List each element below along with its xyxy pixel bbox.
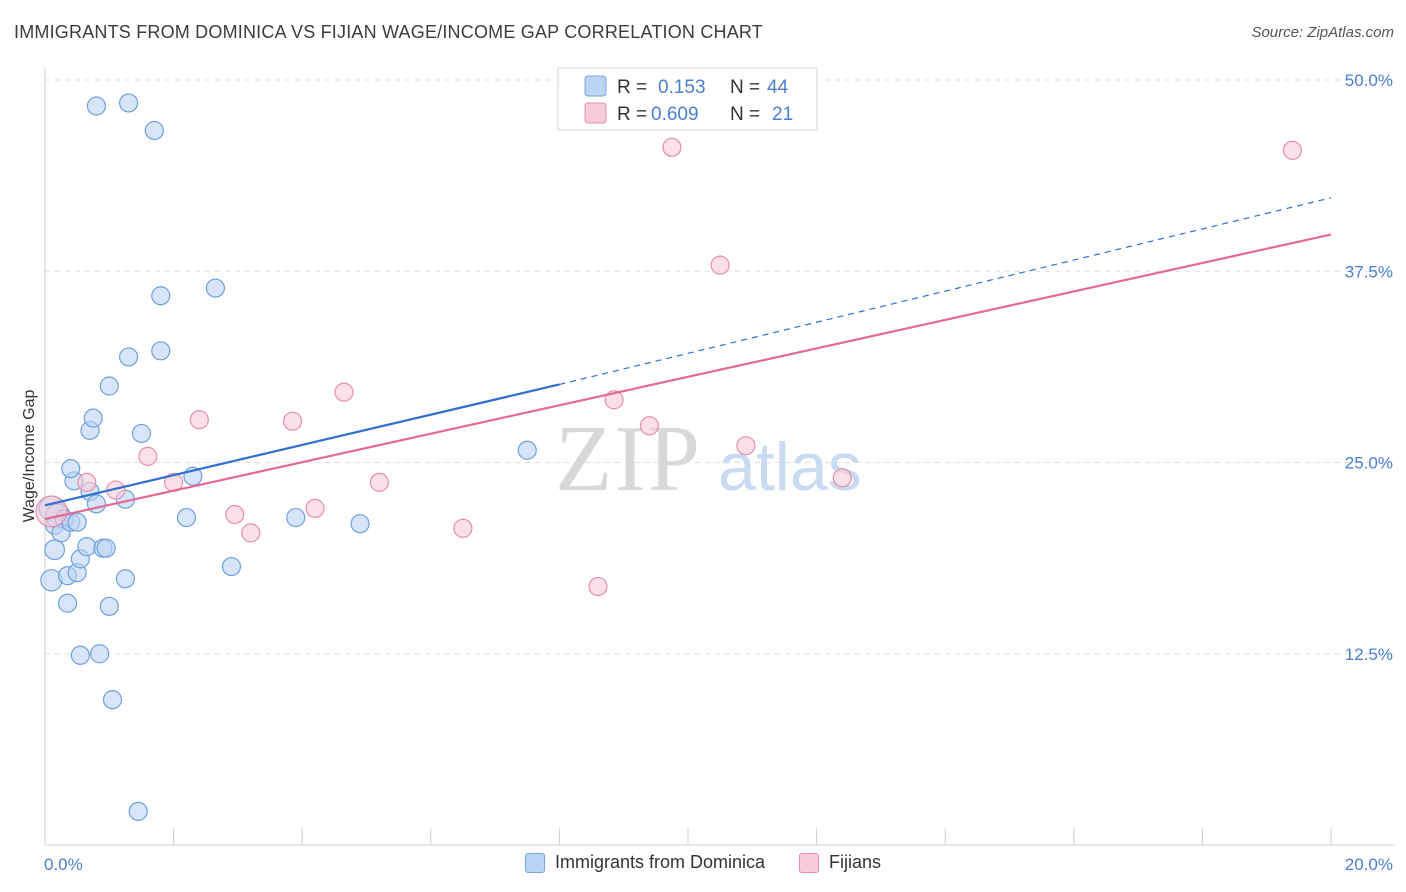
point-dominica-27[interactable] — [57, 593, 78, 613]
legend-label-fijians: Fijians — [829, 852, 882, 872]
legend-r-value-1: 0.153 — [658, 77, 706, 98]
legend-stats: R = 0.153 N = 44 R = 0.609 N = 21 — [557, 67, 818, 131]
chart-title: IMMIGRANTS FROM DOMINICA VS FIJIAN WAGE/… — [14, 22, 763, 42]
legend-series: Immigrants from Dominica Fijians — [0, 852, 1406, 873]
point-dominica-21[interactable] — [131, 423, 152, 444]
point-dominica-22[interactable] — [99, 376, 119, 396]
legend-swatch-fijians — [584, 102, 607, 124]
legend-label-dominica: Immigrants from Dominica — [554, 852, 766, 872]
point-dominica-30[interactable] — [90, 644, 110, 664]
legend-item-dominica[interactable]: Immigrants from Dominica — [524, 852, 766, 873]
point-fijians-12[interactable] — [453, 518, 473, 538]
legend-n-label-2: N = — [730, 104, 760, 125]
point-fijians-18[interactable] — [736, 436, 756, 456]
point-fijians-6[interactable] — [225, 504, 245, 525]
trend-line-dominica-extension — [559, 197, 1332, 386]
point-dominica-29[interactable] — [70, 645, 90, 665]
source-label: Source: ZipAtlas.com — [1251, 24, 1394, 41]
legend-swatch-blue — [524, 852, 545, 873]
point-fijians-5[interactable] — [189, 410, 209, 430]
trend-line-fijians — [44, 233, 1332, 521]
point-dominica-23[interactable] — [118, 347, 139, 367]
y-tick-label-0: 12.5% — [1345, 645, 1393, 664]
point-dominica-6[interactable] — [44, 539, 66, 561]
legend-r-value-2: 0.609 — [651, 104, 699, 125]
y-tick-label-3: 50.0% — [1345, 71, 1393, 90]
legend-item-fijians[interactable]: Fijians — [799, 852, 881, 873]
point-dominica-13[interactable] — [96, 538, 116, 558]
point-fijians-8[interactable] — [282, 411, 303, 431]
point-fijians-1[interactable] — [77, 472, 97, 492]
point-dominica-25[interactable] — [151, 286, 171, 306]
trend-line-dominica — [44, 383, 560, 507]
legend-r-label-1: R = — [617, 77, 647, 98]
point-fijians-11[interactable] — [369, 472, 389, 492]
legend-r-label-2: R = — [617, 104, 647, 125]
point-dominica-37[interactable] — [176, 507, 197, 528]
point-fijians-13[interactable] — [588, 576, 608, 597]
point-dominica-36[interactable] — [115, 569, 135, 589]
point-fijians-19[interactable] — [832, 468, 852, 488]
trend-lines — [44, 197, 1332, 521]
legend-swatch-dominica — [584, 75, 607, 97]
point-dominica-20[interactable] — [83, 408, 103, 428]
point-dominica-11[interactable] — [77, 537, 97, 557]
point-fijians-16[interactable] — [662, 137, 682, 157]
legend-n-value-2: 21 — [772, 104, 793, 125]
point-fijians-0[interactable] — [35, 495, 68, 528]
y-tick-label-1: 25.0% — [1345, 454, 1393, 473]
x-tick-labels: 0.0% 20.0% — [44, 855, 1393, 874]
point-dominica-33[interactable] — [86, 96, 107, 116]
point-dominica-34[interactable] — [118, 93, 139, 113]
y-tick-labels: 12.5% 25.0% 37.5% 50.0% — [1345, 71, 1393, 664]
point-dominica-16[interactable] — [61, 459, 81, 479]
point-dominica-28[interactable] — [99, 596, 119, 616]
point-fijians-9[interactable] — [305, 498, 325, 518]
point-dominica-26[interactable] — [205, 278, 225, 298]
point-dominica-41[interactable] — [350, 514, 370, 534]
point-dominica-42[interactable] — [517, 440, 537, 460]
point-fijians-20[interactable] — [1282, 140, 1303, 160]
point-fijians-7[interactable] — [241, 523, 261, 543]
point-dominica-39[interactable] — [221, 556, 242, 577]
gridlines — [45, 79, 1395, 655]
point-dominica-31[interactable] — [102, 690, 123, 710]
y-tick-label-2: 37.5% — [1345, 262, 1393, 281]
point-fijians-15[interactable] — [639, 416, 660, 436]
axes — [44, 68, 1395, 846]
legend-n-value-1: 44 — [767, 77, 789, 98]
point-fijians-3[interactable] — [138, 446, 158, 466]
x-tick-label-min: 0.0% — [44, 855, 83, 874]
y-axis-label: Wage/Income Gap — [21, 390, 38, 523]
point-fijians-10[interactable] — [334, 382, 354, 402]
legend-n-label-1: N = — [730, 77, 760, 98]
point-dominica-35[interactable] — [144, 120, 164, 141]
point-dominica-32[interactable] — [128, 801, 148, 821]
point-dominica-40[interactable] — [286, 507, 306, 528]
watermark: ZIP atlas — [555, 407, 862, 511]
point-dominica-43[interactable] — [67, 512, 87, 532]
legend-swatch-pink — [799, 852, 820, 873]
point-fijians-17[interactable] — [710, 255, 730, 275]
point-dominica-24[interactable] — [151, 341, 171, 361]
x-tick-label-max: 20.0% — [1345, 855, 1393, 874]
watermark-zip: ZIP — [555, 407, 702, 511]
